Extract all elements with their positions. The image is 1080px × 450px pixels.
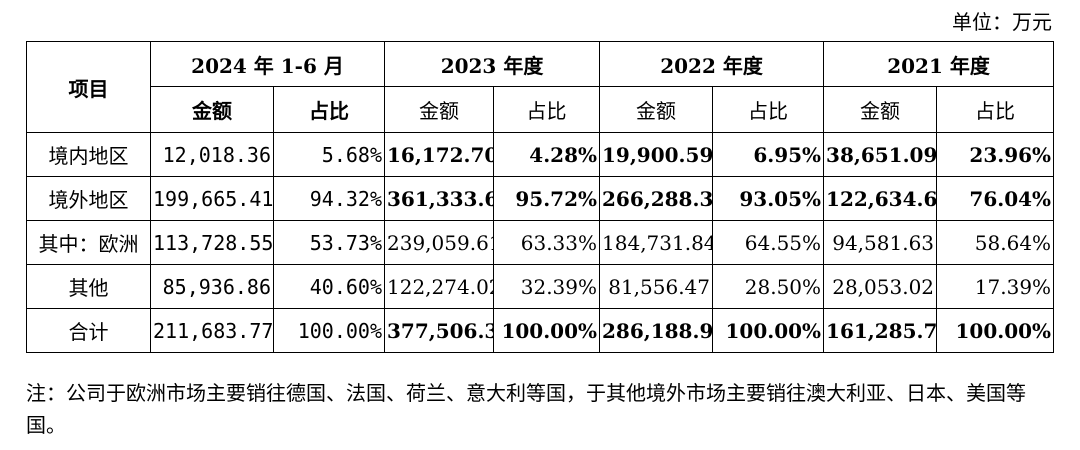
header-row-metrics: 金额 占比 金额 占比 金额 占比 金额 占比 [27, 86, 1055, 133]
period-header-2024h1: 2024 年 1-6 月 [150, 41, 385, 87]
cell-value: 199,665.41 [150, 176, 274, 221]
cell-value: 17.39% [936, 264, 1055, 309]
cell-value: 266,288.31 [599, 176, 714, 221]
row-label: 合计 [26, 308, 151, 353]
cell-value: 100.00% [712, 308, 825, 353]
cell-value: 361,333.63 [384, 176, 494, 221]
cell-value: 19,900.59 [599, 132, 714, 177]
cell-value: 239,059.61 [384, 220, 494, 265]
cell-value: 28,053.02 [823, 264, 938, 309]
period-header-2021: 2021 年度 [823, 41, 1055, 87]
header-row-periods: 项目 2024 年 1-6 月 2023 年度 2022 年度 2021 年度 [26, 41, 1055, 133]
amount-header: 金额 [384, 86, 494, 133]
cell-value: 100.00% [492, 308, 601, 353]
cell-value: 85,936.86 [150, 264, 274, 309]
cell-value: 100.00% [936, 308, 1055, 353]
unit-label: 单位：万元 [952, 10, 1052, 34]
cell-value: 23.96% [936, 132, 1055, 177]
cell-value: 28.50% [712, 264, 825, 309]
cell-value: 93.05% [712, 176, 825, 221]
cell-value: 32.39% [492, 264, 601, 309]
cell-value: 58.64% [936, 220, 1055, 265]
row-label: 其中：欧洲 [26, 220, 151, 265]
cell-value: 94.32% [273, 176, 385, 221]
cell-value: 40.60% [273, 264, 385, 309]
row-label: 其他 [26, 264, 151, 309]
cell-value: 122,634.64 [823, 176, 938, 221]
cell-value: 12,018.36 [150, 132, 274, 177]
cell-value: 286,188.90 [599, 308, 714, 353]
cell-value: 76.04% [936, 176, 1055, 221]
amount-header: 金额 [823, 86, 938, 133]
table-row-total: 合计 211,683.77 100.00% 377,506.33 100.00%… [26, 308, 1055, 353]
row-label: 境内地区 [26, 132, 151, 177]
cell-value: 377,506.33 [384, 308, 494, 353]
cell-value: 161,285.73 [823, 308, 938, 353]
share-header: 占比 [712, 86, 825, 133]
share-header: 占比 [936, 86, 1055, 133]
cell-value: 100.00% [273, 308, 385, 353]
cell-value: 38,651.09 [823, 132, 938, 177]
revenue-by-region-table: 项目 2024 年 1-6 月 2023 年度 2022 年度 2021 年度 … [26, 41, 1055, 353]
cell-value: 63.33% [492, 220, 601, 265]
amount-header: 金额 [599, 86, 714, 133]
amount-header: 金额 [150, 86, 274, 133]
cell-value: 5.68% [273, 132, 385, 177]
cell-value: 184,731.84 [599, 220, 714, 265]
table-row: 境内地区 12,018.36 5.68% 16,172.70 4.28% 19,… [26, 132, 1055, 177]
cell-value: 211,683.77 [150, 308, 274, 353]
cell-value: 64.55% [712, 220, 825, 265]
footnote: 注：公司于欧洲市场主要销往德国、法国、荷兰、意大利等国，于其他境外市场主要销往澳… [26, 381, 1026, 437]
cell-value: 113,728.55 [150, 220, 274, 265]
table-row: 境外地区 199,665.41 94.32% 361,333.63 95.72%… [26, 176, 1055, 221]
period-header-2022: 2022 年度 [599, 41, 825, 87]
share-header: 占比 [273, 86, 385, 133]
cell-value: 95.72% [492, 176, 601, 221]
cell-value: 94,581.63 [823, 220, 938, 265]
period-header-2023: 2023 年度 [383, 41, 601, 87]
table-row: 其他 85,936.86 40.60% 122,274.02 32.39% 81… [26, 264, 1055, 309]
row-label: 境外地区 [26, 176, 151, 221]
table-row: 其中：欧洲 113,728.55 53.73% 239,059.61 63.33… [26, 220, 1055, 265]
share-header: 占比 [492, 86, 601, 133]
cell-value: 16,172.70 [384, 132, 494, 177]
cell-value: 81,556.47 [599, 264, 714, 309]
cell-value: 53.73% [273, 220, 385, 265]
cell-value: 6.95% [712, 132, 825, 177]
cell-value: 4.28% [492, 132, 601, 177]
item-header: 项目 [26, 41, 151, 133]
cell-value: 122,274.02 [384, 264, 494, 309]
